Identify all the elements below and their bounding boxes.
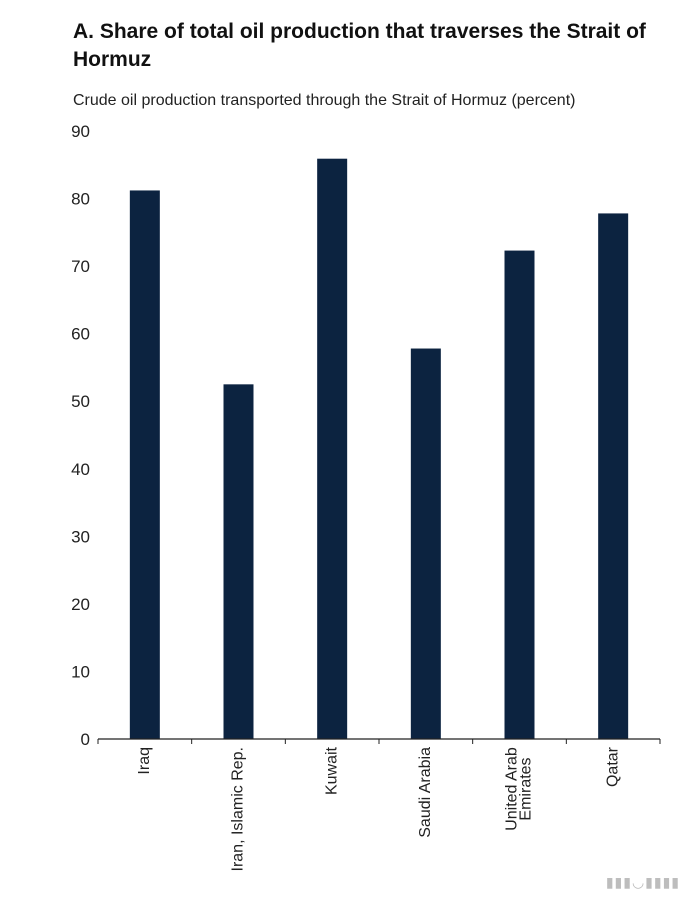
x-tick-label: Qatar (604, 746, 621, 787)
chart-subtitle: Crude oil production transported through… (73, 92, 576, 109)
x-tick-label: Iraq (136, 747, 153, 775)
y-tick-label: 0 (81, 730, 90, 749)
y-tick-label: 80 (71, 190, 90, 209)
x-tick-label: Saudi Arabia (417, 747, 434, 838)
bar (504, 250, 535, 739)
x-tick-label: Iran, Islamic Rep. (230, 747, 247, 871)
bar (410, 348, 441, 739)
x-tick-label: Kuwait (323, 746, 340, 795)
bar (598, 213, 629, 739)
bar (223, 384, 254, 739)
y-tick-label: 60 (71, 325, 90, 344)
y-tick-label: 40 (71, 460, 90, 479)
x-tick-label: Emirates (518, 757, 535, 820)
bar (129, 190, 160, 740)
y-tick-label: 30 (71, 527, 90, 546)
y-tick-label: 20 (71, 595, 90, 614)
y-tick-label: 10 (71, 662, 90, 681)
bar (317, 158, 348, 740)
y-tick-label: 50 (71, 392, 90, 411)
y-tick-label: 70 (71, 257, 90, 276)
x-tick-label: United Arab (504, 747, 521, 831)
y-tick-label: 90 (71, 122, 90, 141)
watermark: ▮▮▮◡▮▮▮▮ (605, 875, 680, 891)
chart-title: A. Share of total oil production that tr… (73, 20, 646, 71)
